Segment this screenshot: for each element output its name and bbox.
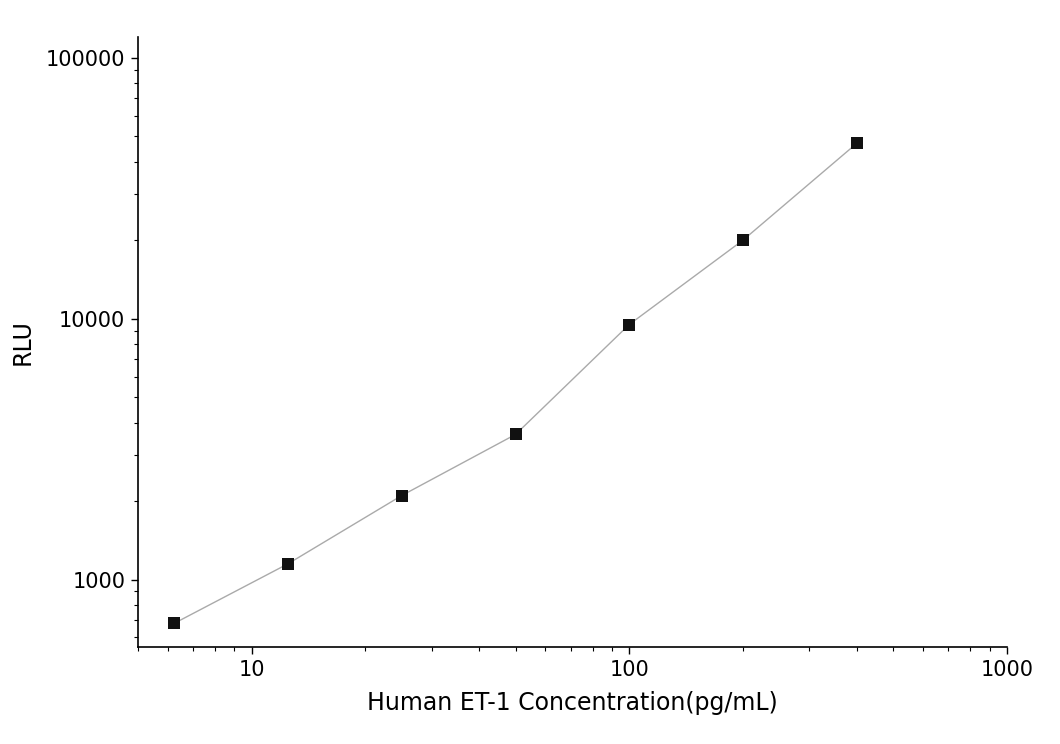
X-axis label: Human ET-1 Concentration(pg/mL): Human ET-1 Concentration(pg/mL) <box>367 691 778 715</box>
Point <box>166 618 183 629</box>
Point <box>735 234 752 246</box>
Y-axis label: RLU: RLU <box>11 319 35 365</box>
Point <box>848 138 865 150</box>
Point <box>621 318 638 330</box>
Point <box>280 558 297 570</box>
Point <box>507 429 524 440</box>
Point <box>393 490 410 501</box>
